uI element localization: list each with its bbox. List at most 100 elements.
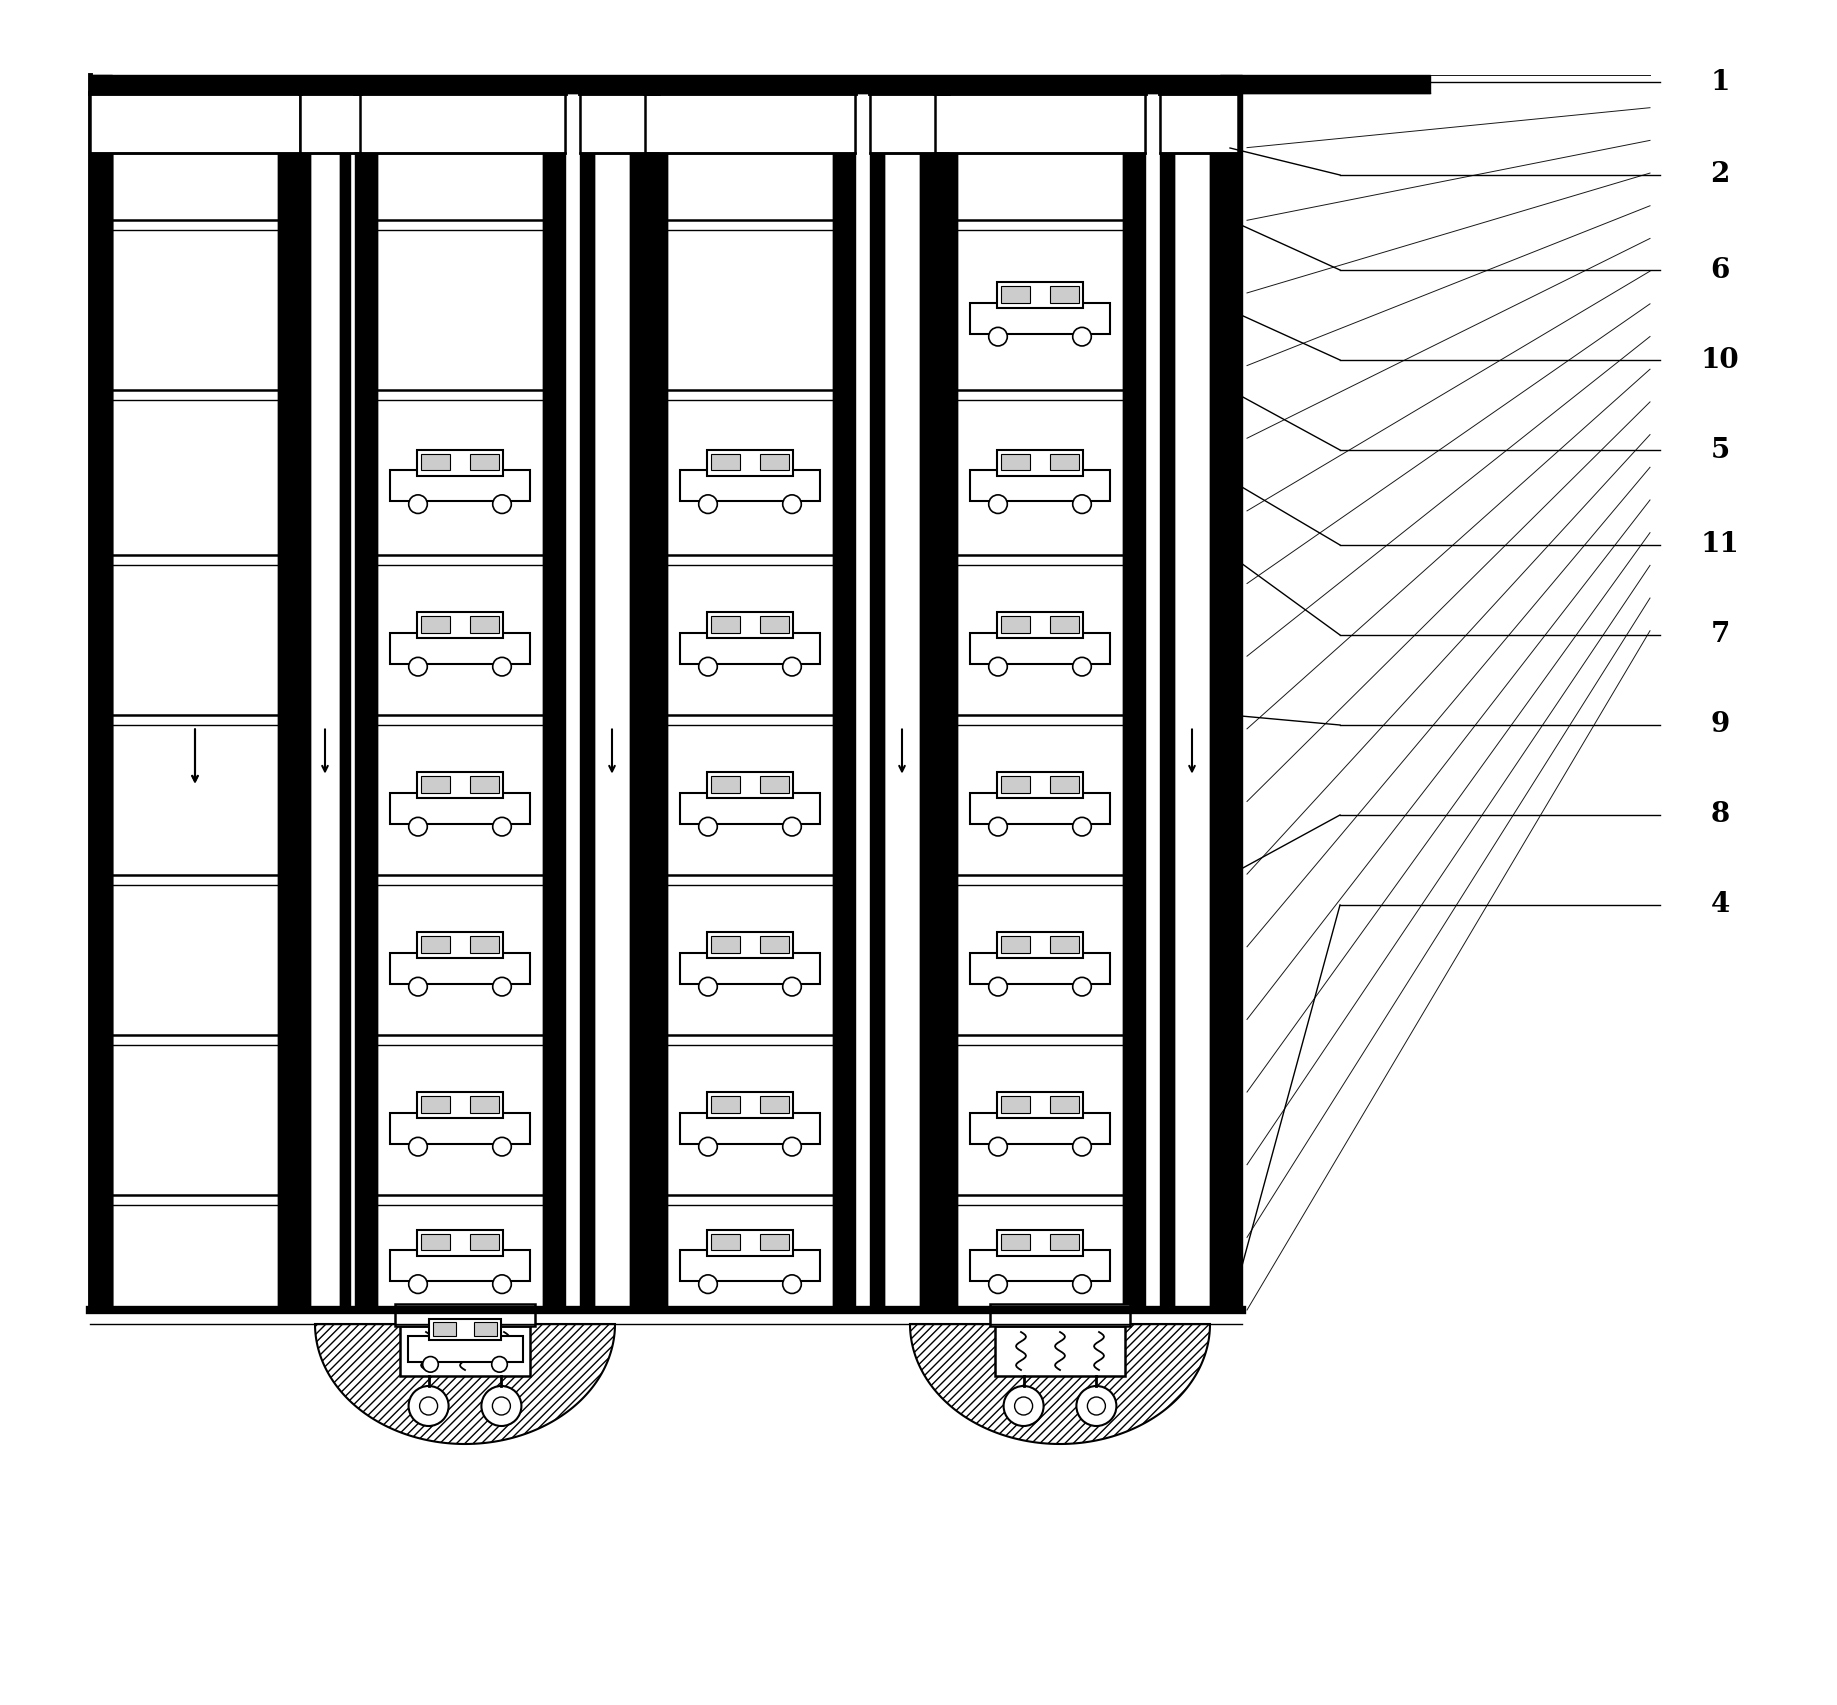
Bar: [935, 94, 957, 1309]
Bar: [1051, 286, 1078, 303]
Bar: [832, 94, 854, 1309]
Bar: [421, 616, 450, 633]
Bar: [970, 633, 1110, 663]
Circle shape: [408, 817, 428, 835]
Bar: [997, 1229, 1084, 1255]
Bar: [580, 94, 593, 1309]
Polygon shape: [314, 1325, 615, 1444]
Bar: [997, 281, 1084, 309]
Circle shape: [492, 658, 511, 675]
Bar: [997, 1093, 1084, 1118]
Text: 10: 10: [1701, 346, 1740, 373]
Text: 7: 7: [1710, 622, 1730, 648]
Bar: [277, 94, 299, 1309]
Bar: [474, 1321, 498, 1337]
Bar: [970, 471, 1110, 501]
Bar: [1001, 1233, 1029, 1250]
Bar: [417, 612, 503, 638]
Bar: [990, 1304, 1130, 1326]
Bar: [580, 94, 658, 153]
Text: 11: 11: [1701, 532, 1740, 559]
Bar: [707, 1229, 794, 1255]
Bar: [871, 94, 884, 1309]
Circle shape: [783, 1137, 801, 1156]
Circle shape: [492, 494, 511, 513]
Bar: [417, 1229, 503, 1255]
Circle shape: [423, 1357, 439, 1373]
Circle shape: [1073, 817, 1091, 835]
Bar: [299, 94, 360, 153]
Bar: [996, 1326, 1124, 1376]
Bar: [711, 776, 740, 793]
Text: 6: 6: [1710, 256, 1730, 283]
Circle shape: [408, 1386, 448, 1425]
Bar: [645, 94, 854, 153]
Circle shape: [783, 658, 801, 675]
Bar: [470, 454, 500, 471]
Circle shape: [698, 1137, 716, 1156]
Bar: [389, 1250, 531, 1280]
Bar: [389, 793, 531, 824]
Bar: [417, 1093, 503, 1118]
Bar: [761, 776, 790, 793]
Bar: [711, 1233, 740, 1250]
Bar: [645, 94, 667, 1309]
Bar: [421, 776, 450, 793]
Circle shape: [1003, 1386, 1043, 1425]
Text: 4: 4: [1710, 892, 1730, 919]
Bar: [1159, 94, 1174, 1309]
Circle shape: [481, 1386, 522, 1425]
Circle shape: [698, 977, 716, 996]
Circle shape: [1073, 327, 1091, 346]
Bar: [1001, 776, 1029, 793]
Bar: [707, 933, 794, 958]
Circle shape: [492, 817, 511, 835]
Circle shape: [1088, 1396, 1106, 1415]
Circle shape: [698, 494, 716, 513]
Bar: [389, 471, 531, 501]
Bar: [1051, 936, 1078, 953]
Circle shape: [408, 494, 428, 513]
Circle shape: [988, 1137, 1007, 1156]
Bar: [1211, 94, 1223, 1309]
Bar: [1051, 454, 1078, 471]
Circle shape: [1014, 1396, 1032, 1415]
Circle shape: [408, 1137, 428, 1156]
Circle shape: [408, 977, 428, 996]
Bar: [970, 1113, 1110, 1144]
Bar: [421, 1233, 450, 1250]
Circle shape: [988, 817, 1007, 835]
Bar: [1051, 1233, 1078, 1250]
Bar: [1159, 94, 1238, 153]
Circle shape: [492, 1137, 511, 1156]
Circle shape: [1073, 1275, 1091, 1294]
Bar: [970, 302, 1110, 334]
Bar: [761, 1233, 790, 1250]
Bar: [544, 94, 566, 1309]
Bar: [1051, 776, 1078, 793]
Circle shape: [492, 1357, 507, 1373]
Bar: [430, 1318, 502, 1340]
Circle shape: [783, 977, 801, 996]
Circle shape: [783, 1275, 801, 1294]
Bar: [920, 94, 933, 1309]
Circle shape: [1073, 977, 1091, 996]
Bar: [761, 454, 790, 471]
Circle shape: [1073, 1137, 1091, 1156]
Circle shape: [492, 1396, 511, 1415]
Bar: [680, 1250, 819, 1280]
Bar: [761, 1096, 790, 1113]
Bar: [711, 1096, 740, 1113]
Bar: [1051, 1096, 1078, 1113]
Bar: [1051, 616, 1078, 633]
Bar: [400, 1326, 531, 1376]
Bar: [421, 454, 450, 471]
Bar: [997, 772, 1084, 798]
Bar: [470, 1096, 500, 1113]
Bar: [970, 793, 1110, 824]
Bar: [421, 1096, 450, 1113]
Circle shape: [408, 1275, 428, 1294]
Bar: [340, 94, 351, 1309]
Text: 8: 8: [1710, 801, 1730, 829]
Circle shape: [492, 977, 511, 996]
